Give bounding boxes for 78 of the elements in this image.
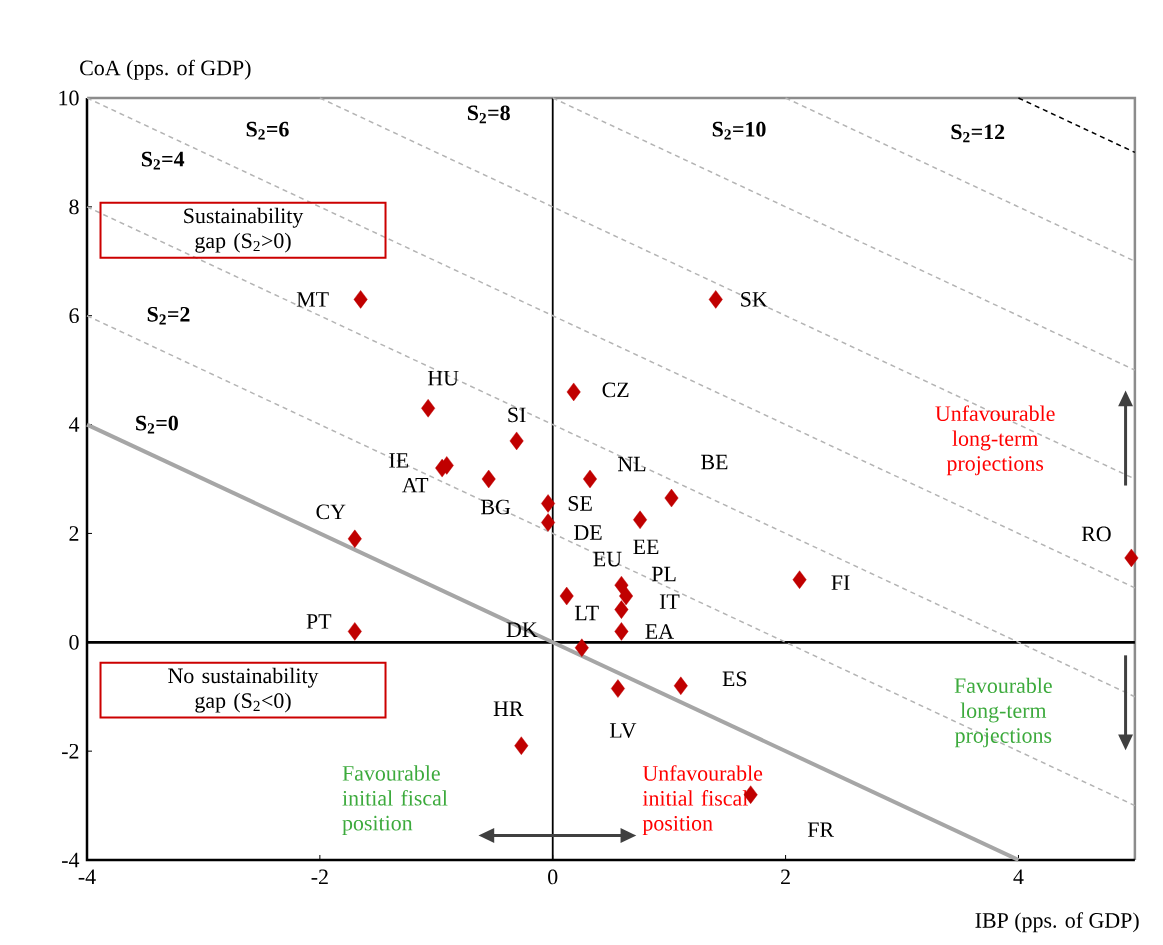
- text: FR: [807, 822, 835, 837]
- series-label: IE: [389, 453, 409, 468]
- series-label: BG: [481, 499, 511, 515]
- series-label: HU: [427, 370, 459, 386]
- y-axis-title: CoA (pps. of GDP): [80, 59, 251, 80]
- y-tick-label: 8: [69, 199, 79, 215]
- annotation: Favourable initial fiscal position: [342, 765, 448, 835]
- series-label: LT: [574, 605, 599, 621]
- annotation: Favourable long-term projections: [954, 677, 1052, 748]
- point: [792, 570, 807, 589]
- annotation: S$_{2}$=8: [467, 105, 510, 124]
- point: [614, 622, 629, 641]
- point: [541, 494, 556, 513]
- y-tick-label: 6: [69, 308, 79, 324]
- series-label: BE: [701, 454, 728, 470]
- x-axis-title: IBP (pps. of GDP): [975, 912, 1139, 933]
- point: [509, 431, 524, 451]
- point: [610, 679, 625, 698]
- point: [614, 600, 629, 619]
- annotation: S$_{2}$=0: [136, 415, 178, 434]
- point: [541, 513, 556, 532]
- point: [614, 575, 629, 595]
- annotation: Sustainability gap (S$_{2}$>0): [184, 207, 304, 253]
- point: [559, 586, 574, 606]
- series-label: ES: [722, 671, 747, 687]
- series-label: RO: [1081, 526, 1111, 542]
- point: [347, 622, 362, 641]
- point: [353, 290, 368, 309]
- series-label: SI: [508, 407, 526, 423]
- series-label: LV: [609, 723, 637, 738]
- annotation: S$_{2}$=6: [246, 121, 289, 140]
- series-label: SK: [741, 292, 768, 307]
- x-tick-label: -2: [311, 869, 328, 885]
- series-label: PT: [306, 614, 332, 629]
- point: [619, 586, 634, 606]
- series-label: EE: [633, 539, 659, 554]
- series-label: PL: [651, 566, 676, 582]
- point: [583, 469, 597, 489]
- annotation: Unfavourable long-term projections: [935, 405, 1055, 476]
- series-label: EA: [645, 624, 674, 639]
- point: [514, 736, 529, 755]
- x-tick-label: 2: [781, 869, 790, 885]
- annotation: Unfavourable initial fiscal position: [642, 765, 763, 836]
- y-tick-label: 10: [59, 90, 79, 106]
- series-label: IT: [659, 594, 680, 609]
- point: [664, 488, 679, 508]
- point: [633, 510, 647, 530]
- point: [673, 676, 688, 696]
- series-label: FI: [831, 575, 850, 590]
- series-label: HR: [493, 701, 524, 716]
- series-label: NL: [618, 456, 646, 472]
- annotation: S$_{2}$=12: [951, 124, 1005, 143]
- series-label: EU: [593, 551, 622, 567]
- point: [347, 529, 362, 549]
- annotation: S$_{2}$=2: [147, 306, 190, 325]
- series-label: CY: [316, 504, 346, 520]
- point: [708, 290, 723, 309]
- point: [481, 469, 496, 489]
- annotation: No sustainability gap (S$_{2}$<0): [168, 667, 319, 713]
- series-label: MT: [296, 292, 329, 307]
- point: [574, 638, 589, 657]
- point: [421, 399, 436, 418]
- series-label: DK: [506, 622, 538, 637]
- y-tick-label: 2: [69, 526, 79, 541]
- x-tick-label: 4: [1013, 869, 1024, 884]
- x-tick-label: 0: [548, 869, 558, 885]
- point: [566, 382, 581, 402]
- series-label: CZ: [602, 382, 629, 398]
- annotation: S$_{2}$=10: [712, 121, 766, 140]
- y-tick-label: -4: [62, 852, 80, 868]
- y-tick-label: -2: [62, 743, 79, 759]
- annotation: S$_{2}$=4: [141, 151, 185, 170]
- y-tick-label: 4: [68, 417, 80, 432]
- series-label: AT: [401, 477, 429, 493]
- series-label: SE: [568, 496, 592, 511]
- series-label: DE: [574, 525, 602, 540]
- y-tick-label: 0: [69, 634, 79, 650]
- point: [1124, 548, 1139, 568]
